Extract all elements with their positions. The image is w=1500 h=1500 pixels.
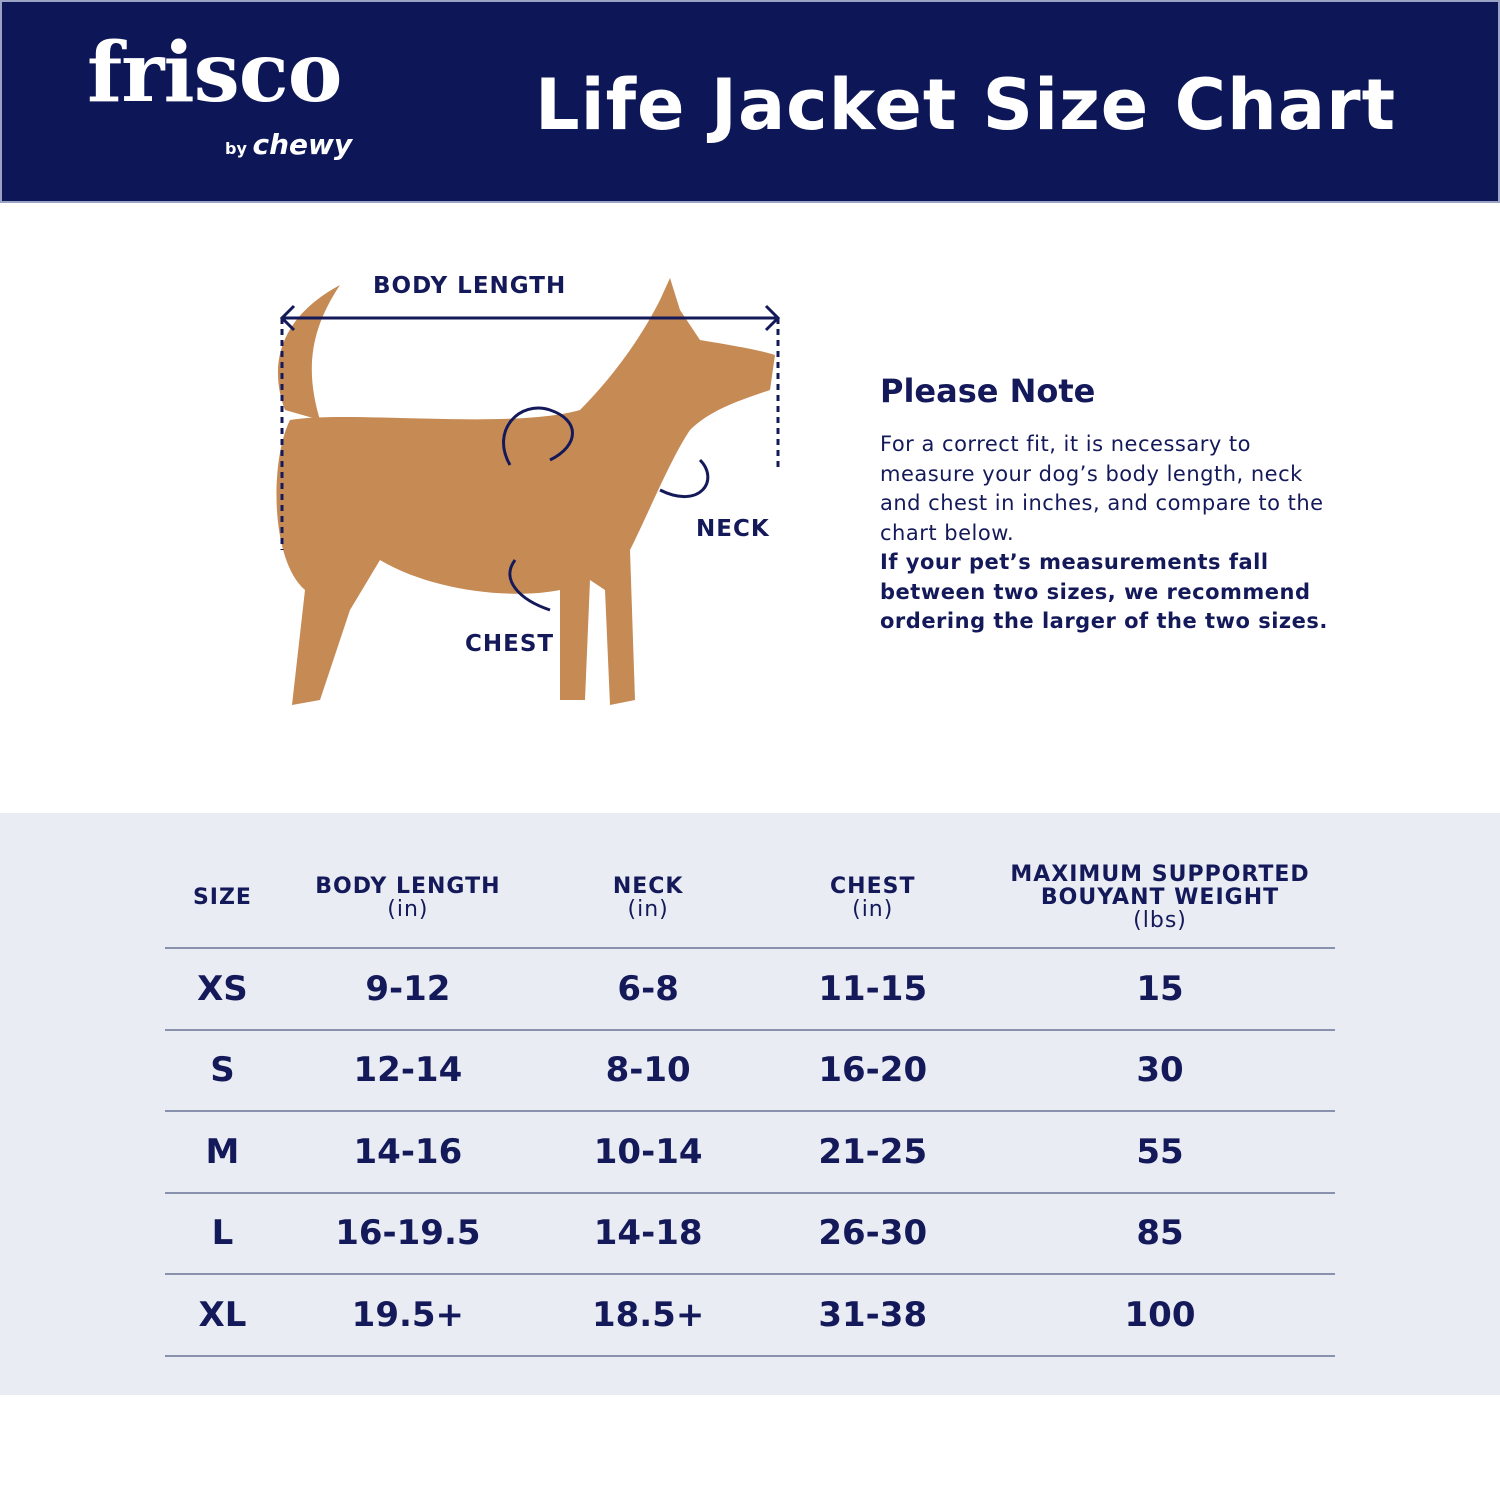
table-cell: 18.5+ <box>535 1274 761 1357</box>
column-header: CHEST (in) <box>760 848 986 949</box>
header-unit: (in) <box>387 896 429 922</box>
frisco-logo: frisco by chewy <box>87 25 353 161</box>
header-label: MAXIMUM SUPPORTED BOUYANT WEIGHT <box>1010 862 1310 910</box>
table-cell: L <box>165 1192 280 1275</box>
neck-label: NECK <box>696 516 770 542</box>
header-label: SIZE <box>192 885 252 910</box>
table-cell: 15 <box>985 948 1335 1031</box>
table-cell: 30 <box>985 1029 1335 1112</box>
table-cell: 8-10 <box>535 1029 761 1112</box>
size-table: SIZE BODY LENGTH (in) NECK (in) CHEST (in) MAXI… <box>165 848 1335 1357</box>
note-heading: Please Note <box>880 372 1096 410</box>
header-label: NECK <box>612 873 684 899</box>
table-cell: 26-30 <box>760 1192 986 1275</box>
header-unit: (in) <box>852 896 894 922</box>
size-table-section: SIZE BODY LENGTH (in) NECK (in) CHEST (in) MAXI… <box>0 813 1500 1395</box>
table-cell: 14-16 <box>279 1111 536 1194</box>
table-row: M 14-16 10-14 21-25 55 <box>165 1111 1335 1194</box>
header: frisco by chewy Life Jacket Size Chart <box>0 0 1500 203</box>
table-cell: 14-18 <box>535 1192 761 1275</box>
table-cell: 11-15 <box>760 948 986 1031</box>
table-cell: 16-20 <box>760 1029 986 1112</box>
dog-illustration <box>276 278 781 705</box>
please-note: Please Note For a correct fit, it is nec… <box>880 372 1350 637</box>
table-cell: 85 <box>985 1192 1335 1275</box>
header-label: CHEST <box>830 873 916 899</box>
page-title: Life Jacket Size Chart <box>535 64 1397 146</box>
table-row: L 16-19.5 14-18 26-30 85 <box>165 1192 1335 1275</box>
table-cell: 16-19.5 <box>279 1192 536 1275</box>
header-unit: (in) <box>627 896 669 922</box>
table-cell: 21-25 <box>760 1111 986 1194</box>
table-cell: 100 <box>985 1274 1335 1357</box>
table-cell: 19.5+ <box>279 1274 536 1357</box>
column-header: BODY LENGTH (in) <box>279 848 536 949</box>
note-recommendation: If your pet’s measurements fall between … <box>880 550 1328 633</box>
body-length-label: BODY LENGTH <box>373 273 567 299</box>
table-cell: 10-14 <box>535 1111 761 1194</box>
dog-measurement-diagram: BODY LENGTH NECK CHEST <box>230 260 850 740</box>
table-row: XL 19.5+ 18.5+ 31-38 100 <box>165 1274 1335 1357</box>
table-cell: 12-14 <box>279 1029 536 1112</box>
header-unit: (lbs) <box>1133 908 1187 933</box>
table-cell: 31-38 <box>760 1274 986 1357</box>
table-cell: S <box>165 1029 280 1112</box>
table-row: XS 9-12 6-8 11-15 15 <box>165 948 1335 1031</box>
note-text: For a correct fit, it is necessary to me… <box>880 432 1324 545</box>
column-header: MAXIMUM SUPPORTED BOUYANT WEIGHT (lbs) <box>985 848 1335 949</box>
column-header: NECK (in) <box>535 848 761 949</box>
header-label: BODY LENGTH <box>315 873 501 899</box>
table-cell: M <box>165 1111 280 1194</box>
table-cell: 6-8 <box>535 948 761 1031</box>
table-cell: 9-12 <box>279 948 536 1031</box>
column-header: SIZE <box>165 848 280 949</box>
table-cell: 55 <box>985 1111 1335 1194</box>
chest-label: CHEST <box>465 631 555 657</box>
table-cell: XL <box>165 1274 280 1357</box>
table-cell: XS <box>165 948 280 1031</box>
table-row: S 12-14 8-10 16-20 30 <box>165 1029 1335 1112</box>
